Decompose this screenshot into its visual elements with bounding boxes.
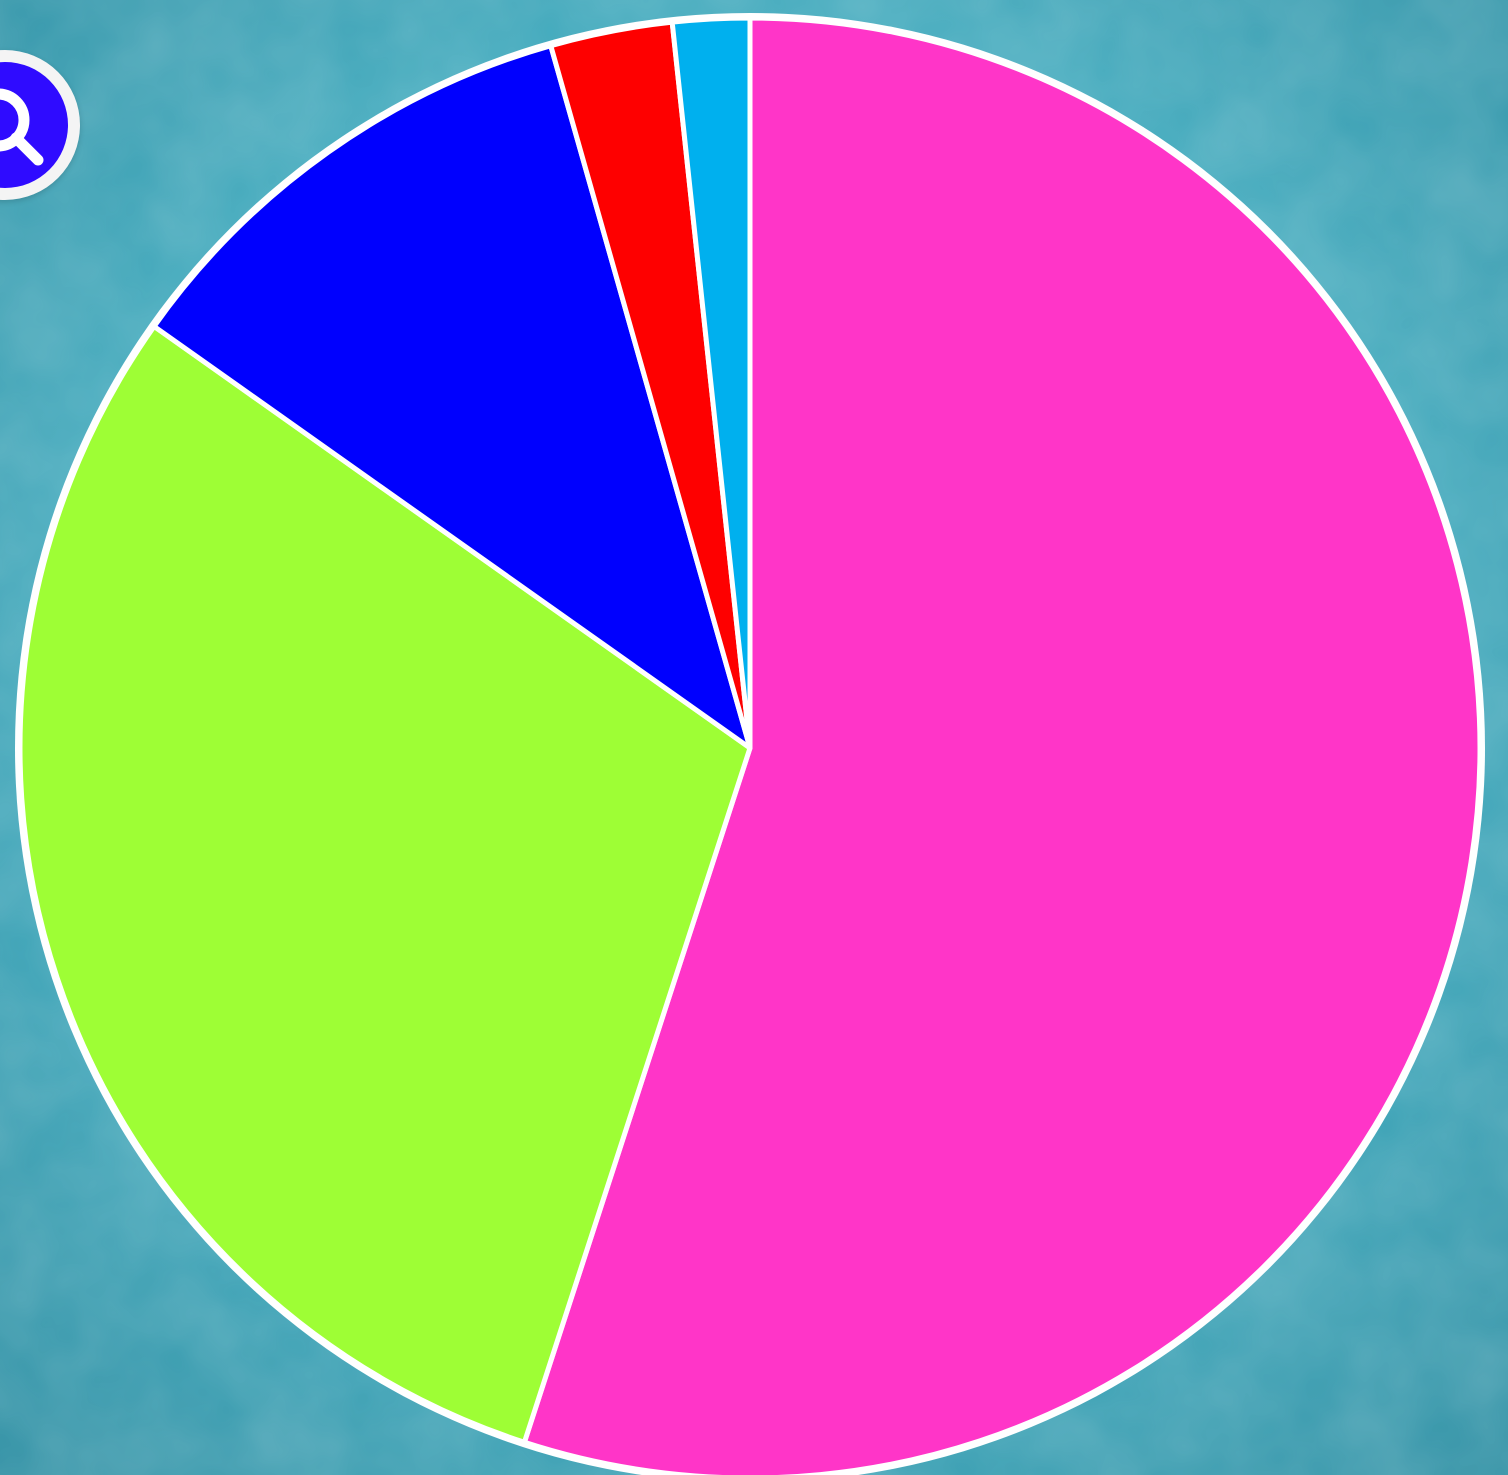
pie-slice-3 (151, 43, 753, 751)
pie-slice-1 (521, 15, 1483, 1475)
pie-slice-5 (669, 15, 753, 751)
logo-badge (0, 50, 80, 200)
logo-badge-inner (0, 62, 68, 188)
pie-slices (17, 15, 1483, 1475)
pie-slice-2 (17, 323, 753, 1445)
search-icon (0, 88, 44, 166)
